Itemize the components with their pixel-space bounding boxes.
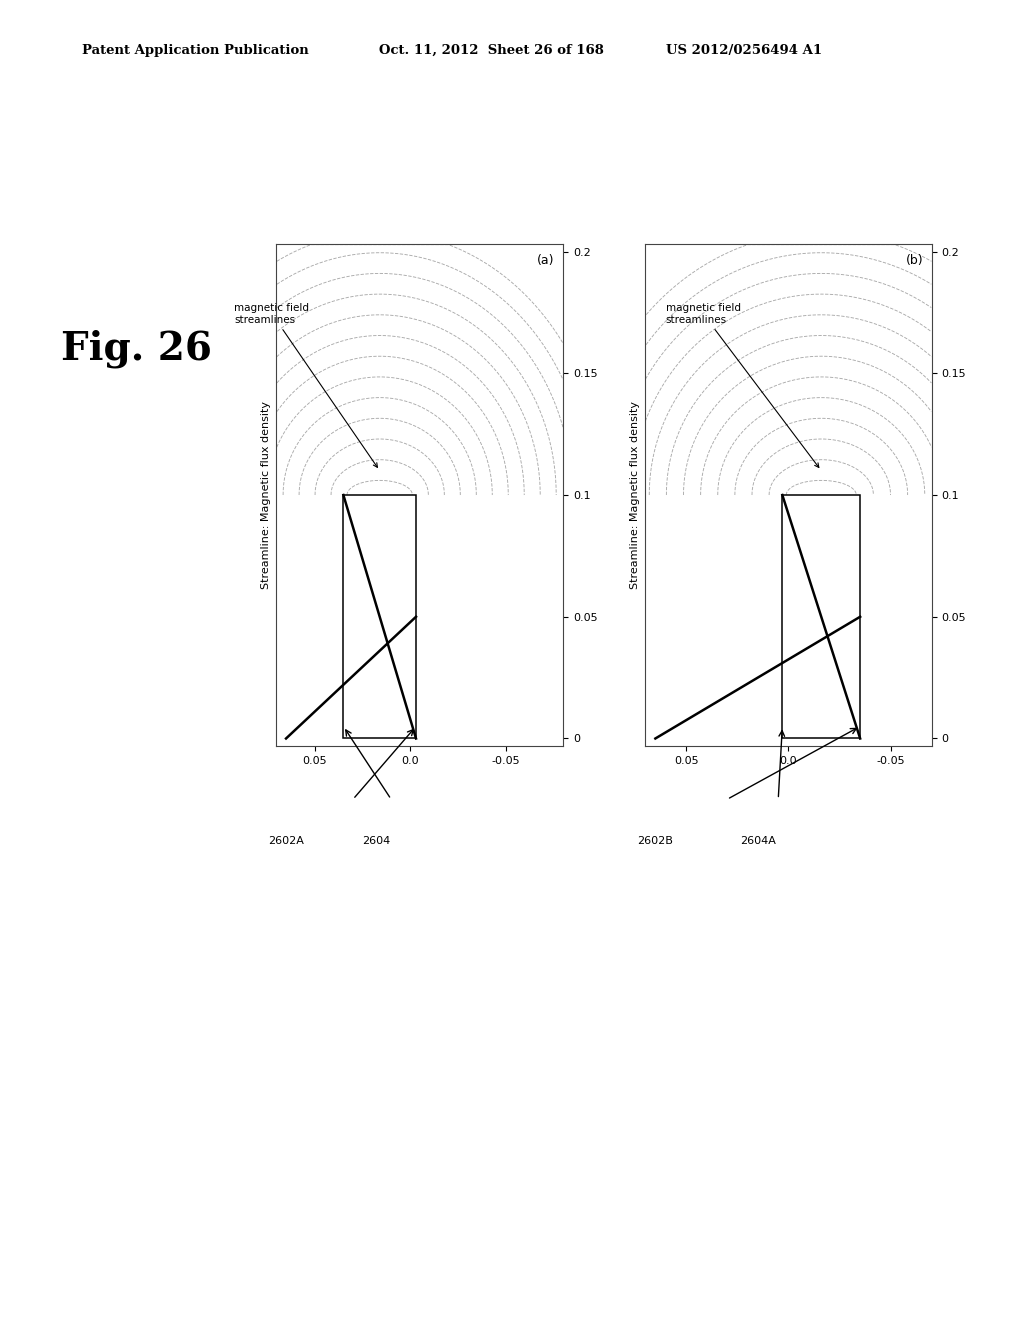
Y-axis label: Streamline: Magnetic flux density: Streamline: Magnetic flux density — [630, 401, 640, 589]
Text: magnetic field
streamlines: magnetic field streamlines — [666, 304, 819, 467]
Text: Oct. 11, 2012  Sheet 26 of 168: Oct. 11, 2012 Sheet 26 of 168 — [379, 44, 604, 57]
Text: US 2012/0256494 A1: US 2012/0256494 A1 — [666, 44, 821, 57]
Text: 2604: 2604 — [361, 836, 390, 846]
Text: (a): (a) — [538, 255, 555, 267]
Text: (b): (b) — [905, 255, 924, 267]
Text: Fig. 26: Fig. 26 — [61, 330, 212, 368]
Bar — [782, 495, 860, 738]
Text: 2602B: 2602B — [637, 836, 674, 846]
Text: magnetic field
streamlines: magnetic field streamlines — [234, 304, 378, 467]
Text: 2604A: 2604A — [739, 836, 776, 846]
Y-axis label: Streamline: Magnetic flux density: Streamline: Magnetic flux density — [261, 401, 271, 589]
Bar — [343, 495, 416, 738]
Text: 2602A: 2602A — [268, 836, 304, 846]
Text: Patent Application Publication: Patent Application Publication — [82, 44, 308, 57]
